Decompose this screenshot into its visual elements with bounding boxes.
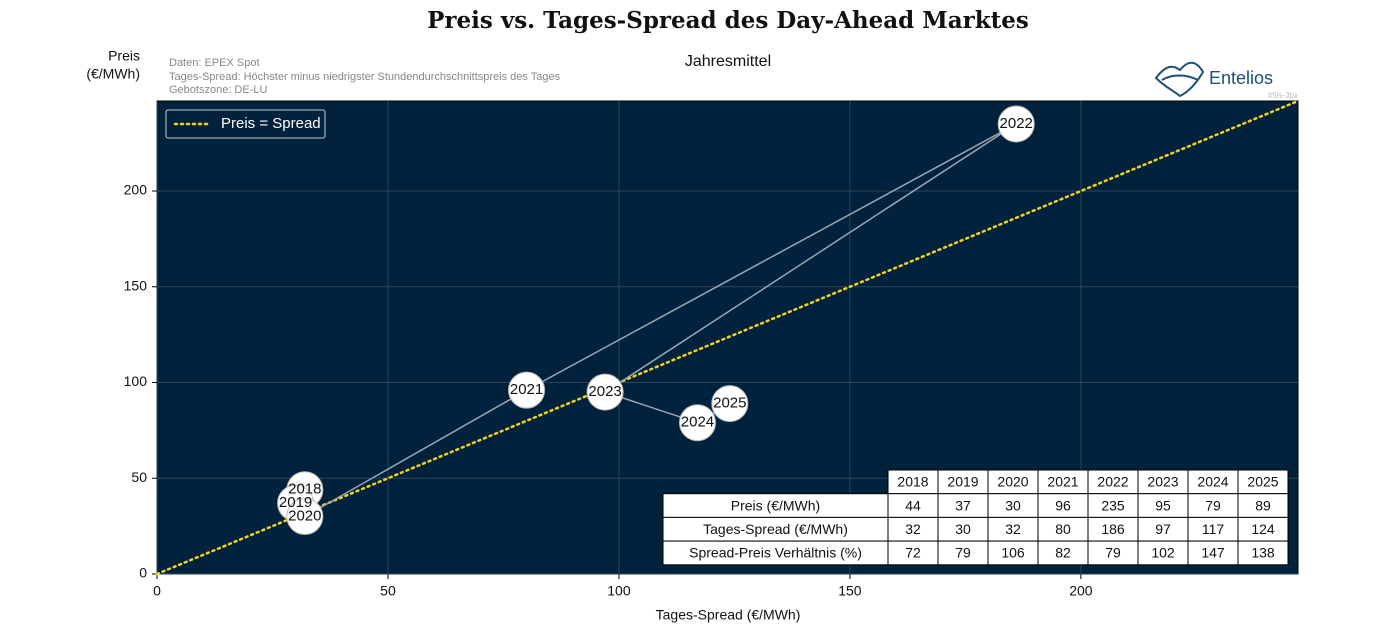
table-value: 95 (1155, 497, 1171, 513)
point (678, 404, 716, 442)
reference-line (155, 99, 1300, 576)
y-axis-label: (€/MWh) (86, 66, 140, 82)
table-value: 44 (905, 497, 921, 513)
y-axis-label: Preis (108, 48, 140, 64)
logo-text: Entelios (1209, 68, 1273, 88)
logo-mark (1154, 61, 1205, 98)
point-label: 2022 (1000, 115, 1033, 132)
table-value: 89 (1255, 497, 1271, 513)
table-header: 2022 (1097, 474, 1128, 490)
point-label: 2018 (288, 481, 321, 498)
point-label: 2021 (510, 381, 543, 398)
point-label: 2025 (713, 395, 746, 412)
table-header: 2025 (1247, 474, 1278, 490)
y-tick-label: 200 (124, 182, 148, 198)
table-header: 2024 (1197, 474, 1228, 490)
legend-box (165, 109, 326, 139)
point (997, 105, 1035, 143)
x-tick-label: 200 (1069, 583, 1093, 599)
table-row-label: Spread-Preis Verhältnis (%) (689, 545, 862, 561)
table-value: 124 (1251, 521, 1275, 537)
table-row-label: Tages-Spread (€/MWh) (703, 521, 848, 537)
note: Tages-Spread: Höchster minus niedrigster… (169, 71, 561, 83)
table-value: 96 (1055, 497, 1071, 513)
legend-label: Preis = Spread (221, 115, 321, 132)
table-value: 138 (1251, 545, 1275, 561)
point-label: 2019 (279, 494, 312, 511)
table-value: 186 (1101, 521, 1125, 537)
table-value: 97 (1155, 521, 1171, 537)
table-header: 2021 (1047, 474, 1078, 490)
point (711, 385, 749, 423)
note: Daten: EPEX Spot (169, 57, 260, 69)
data-table: 2018 2019 2020 2021 2022 2023 2024 2025 Preis (€… (662, 469, 1289, 566)
table-header: 2018 (897, 474, 928, 490)
table-value: 30 (955, 521, 971, 537)
table-value: 79 (955, 545, 971, 561)
point (586, 373, 624, 411)
table-cell (1237, 540, 1289, 566)
note: Gebotszone: DE-LU (169, 84, 267, 96)
x-tick-label: 100 (607, 583, 631, 599)
y-tick-label: 150 (124, 277, 148, 293)
table-value: 106 (1001, 545, 1025, 561)
x-axis-label: Tages-Spread (€/MWh) (656, 607, 801, 623)
chart-subtitle: Jahresmittel (685, 53, 771, 70)
table-value: 235 (1101, 497, 1125, 513)
point (286, 498, 324, 536)
point-label: 2024 (681, 414, 714, 431)
y-tick-label: 100 (124, 373, 148, 389)
table-value: 82 (1055, 545, 1071, 561)
table-value: 32 (1005, 521, 1021, 537)
x-tick-label: 50 (380, 583, 396, 599)
table-value: 30 (1005, 497, 1021, 513)
table-header: 2020 (997, 474, 1028, 490)
table-value: 37 (955, 497, 971, 513)
table-value: 79 (1205, 497, 1221, 513)
table-value: 72 (905, 545, 921, 561)
tag: #5ls-3bx (1268, 91, 1298, 100)
table-header: 2019 (947, 474, 978, 490)
logo-mark (1161, 74, 1199, 81)
table-value: 79 (1105, 545, 1121, 561)
table-value: 102 (1151, 545, 1175, 561)
chart-title: Preis vs. Tages-Spread des Day-Ahead Mar… (427, 7, 1029, 34)
table-value: 80 (1055, 521, 1071, 537)
logo (1154, 61, 1205, 98)
y-tick-label: 50 (131, 469, 147, 485)
point-label: 2023 (588, 383, 621, 400)
point (508, 371, 546, 409)
point-label: 2020 (288, 508, 321, 525)
x-tick-label: 0 (153, 583, 161, 599)
x-tick-label: 150 (838, 583, 862, 599)
table-header: 2023 (1147, 474, 1178, 490)
table-row-label: Preis (€/MWh) (731, 497, 820, 513)
table-value: 147 (1201, 545, 1225, 561)
table-value: 32 (905, 521, 921, 537)
table-value: 117 (1202, 521, 1225, 537)
y-tick-label: 0 (139, 565, 147, 581)
